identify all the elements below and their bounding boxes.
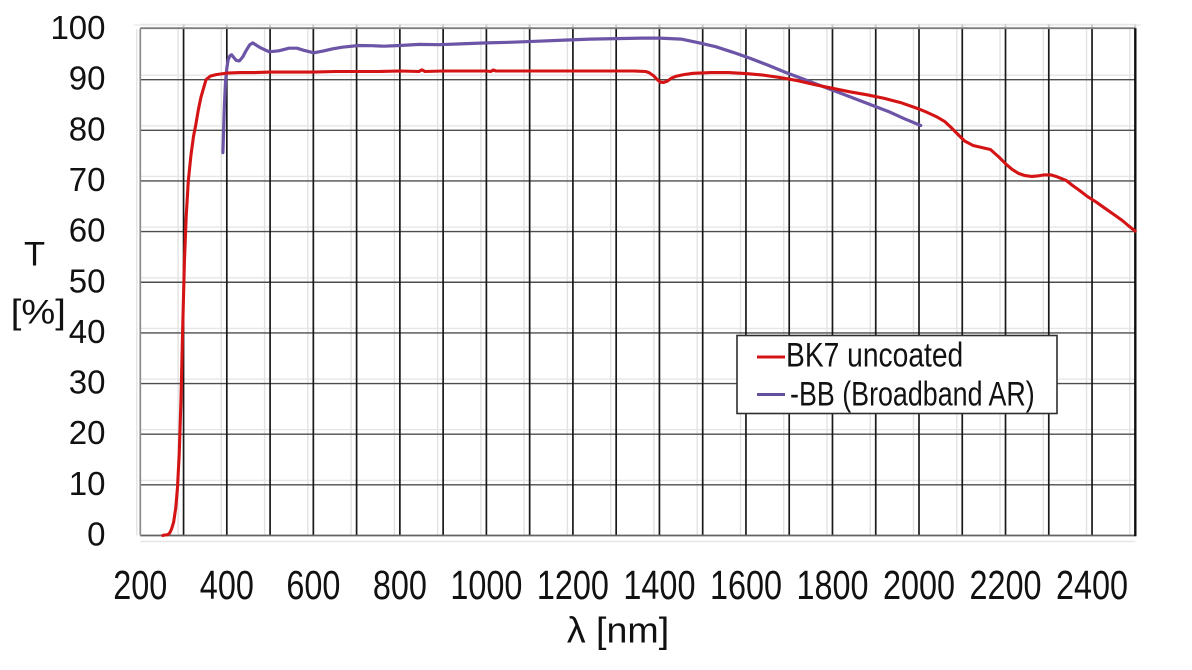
svg-text:20: 20 [69, 414, 106, 451]
svg-text:1600: 1600 [710, 563, 782, 608]
svg-text:1400: 1400 [623, 563, 695, 608]
svg-text:400: 400 [200, 563, 254, 608]
svg-text:40: 40 [69, 313, 106, 350]
svg-text:10: 10 [69, 465, 106, 502]
svg-text:1200: 1200 [537, 563, 609, 608]
svg-text:BK7 uncoated: BK7 uncoated [786, 336, 963, 374]
svg-text:50: 50 [69, 262, 106, 299]
svg-text:λ [nm]: λ [nm] [567, 609, 669, 650]
svg-text:800: 800 [373, 563, 427, 608]
svg-text:600: 600 [286, 563, 340, 608]
svg-text:2000: 2000 [883, 563, 955, 608]
svg-text:70: 70 [69, 161, 106, 198]
svg-text:[%]: [%] [11, 292, 66, 331]
svg-text:2400: 2400 [1056, 563, 1128, 608]
svg-text:T: T [24, 235, 45, 273]
svg-text:1800: 1800 [796, 563, 868, 608]
svg-text:100: 100 [50, 9, 105, 46]
svg-text:200: 200 [113, 563, 167, 608]
svg-text:-BB (Broadband AR): -BB (Broadband AR) [790, 376, 1035, 414]
svg-text:30: 30 [69, 364, 106, 401]
svg-text:2200: 2200 [969, 563, 1041, 608]
svg-text:90: 90 [69, 60, 106, 97]
svg-text:1000: 1000 [450, 563, 522, 608]
svg-text:0: 0 [87, 516, 105, 553]
svg-text:60: 60 [69, 212, 106, 249]
svg-text:80: 80 [69, 110, 106, 147]
